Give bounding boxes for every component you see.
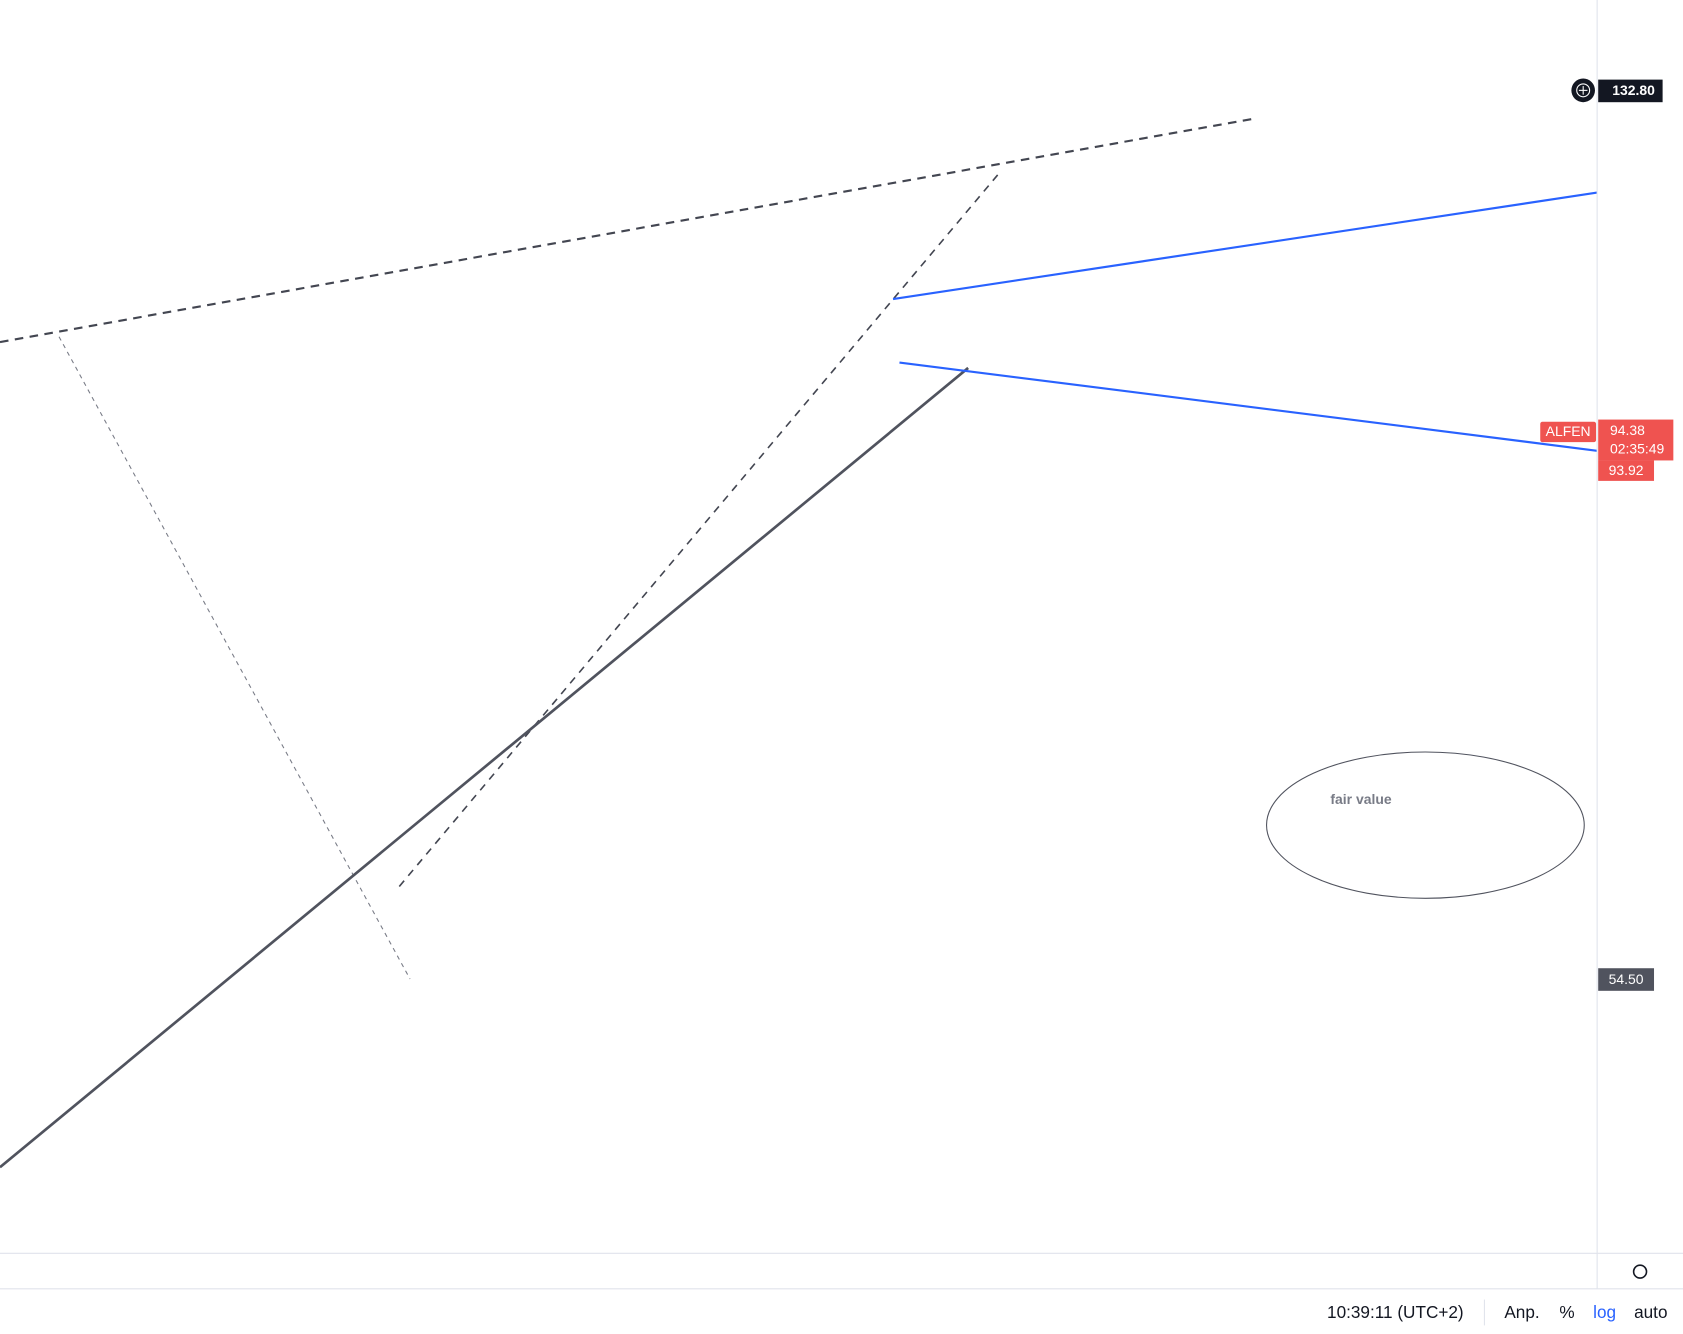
crosshair-price: 132.80 [1612,82,1655,98]
settings-button[interactable] [1632,1264,1648,1279]
button[interactable]: auto [1634,1302,1667,1322]
last-price: 94.38 [1610,422,1645,438]
annotation: fair value [1330,791,1391,807]
trend-line [0,117,1256,344]
level-price: 54.50 [1609,971,1644,987]
badge [1540,421,1597,443]
icon [1576,83,1591,98]
button[interactable]: Anp. [1504,1302,1539,1322]
fib-trend [58,336,411,980]
symbol-label: ALFEN [1546,423,1591,439]
badge [1598,79,1663,103]
button[interactable]: % [1559,1302,1574,1322]
badge [1598,460,1655,481]
bid-price: 93.92 [1609,462,1644,478]
trend-line [398,173,999,887]
button[interactable]: log [1593,1302,1616,1322]
ellipse [1266,751,1585,899]
trend-line [0,366,970,1169]
badge [1598,968,1655,991]
drawings [0,117,1598,1169]
clock: 10:39:11 (UTC+2) [1327,1302,1464,1322]
badges: 132.80 ALFEN 94.38 02:35:49 93.92 54.50 [1540,78,1674,991]
badge [1598,419,1674,461]
trend-line [892,191,1598,301]
status-bar: 10:39:11 (UTC+2) Anp. % log auto [1327,1264,1668,1326]
countdown: 02:35:49 [1610,440,1664,456]
trend-line [899,361,1598,452]
